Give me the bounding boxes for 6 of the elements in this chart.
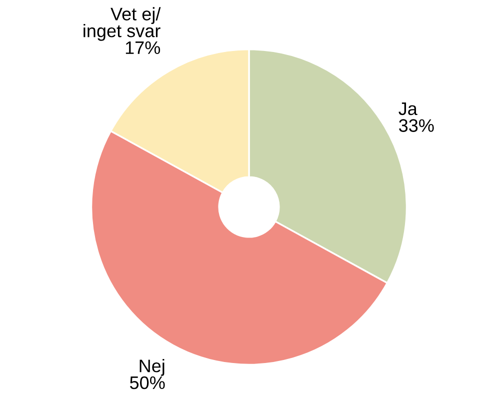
data-label: 17% [126,41,160,54]
slice-label: Vet ej/ inget svar [84,7,161,41]
data-label: 33% [399,119,434,132]
slice-label: Ja [398,102,418,116]
data-label: 50% [130,376,165,390]
slice-label: Nej [140,359,164,376]
